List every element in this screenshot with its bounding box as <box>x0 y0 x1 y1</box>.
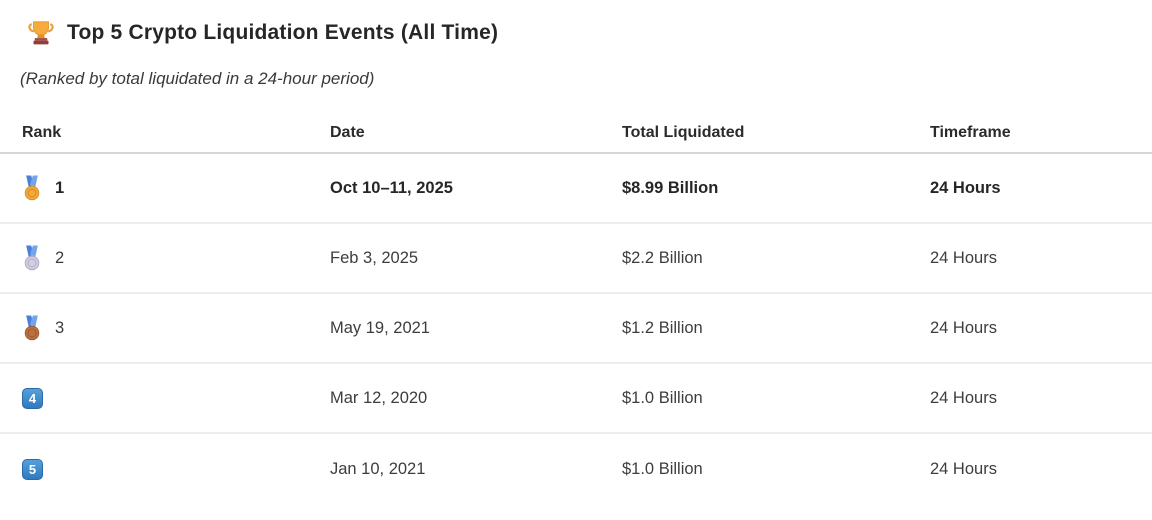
rank-cell: 3 <box>22 315 330 341</box>
total-liquidated-cell: $8.99 Billion <box>622 178 719 197</box>
timeframe-cell: 24 Hours <box>930 248 997 267</box>
column-header-total-liquidated: Total Liquidated <box>622 123 745 141</box>
bronze-medal-icon <box>24 315 40 341</box>
liquidation-table: Rank Date Total Liquidated Timeframe 1 O… <box>0 113 1152 504</box>
page-subtitle: (Ranked by total liquidated in a 24-hour… <box>20 69 375 88</box>
column-header-date: Date <box>330 123 365 141</box>
column-header-timeframe: Timeframe <box>930 123 1011 141</box>
table-row: 2 Feb 3, 2025 $2.2 Billion 24 Hours <box>0 224 1152 294</box>
rank-number: 1 <box>55 178 65 197</box>
page-title: Top 5 Crypto Liquidation Events (All Tim… <box>67 21 499 44</box>
total-liquidated-cell: $1.2 Billion <box>622 318 703 337</box>
date-cell: Mar 12, 2020 <box>330 388 428 407</box>
rank-cell: 4 <box>22 387 330 409</box>
gold-medal-icon <box>24 175 40 201</box>
timeframe-cell: 24 Hours <box>930 318 997 337</box>
date-cell: Feb 3, 2025 <box>330 248 419 267</box>
table-row: 3 May 19, 2021 $1.2 Billion 24 Hours <box>0 294 1152 364</box>
keycap-4-icon: 4 <box>22 387 43 409</box>
table-row: 1 Oct 10–11, 2025 $8.99 Billion 24 Hours <box>0 154 1152 224</box>
rank-number: 2 <box>55 248 65 267</box>
keycap-5-icon: 5 <box>22 458 43 480</box>
column-header-rank: Rank <box>22 123 62 141</box>
rank-cell: 5 <box>22 458 330 480</box>
rank-cell: 2 <box>22 245 330 271</box>
timeframe-cell: 24 Hours <box>930 459 997 478</box>
silver-medal-icon <box>24 245 40 271</box>
rank-number: 3 <box>55 318 65 337</box>
total-liquidated-cell: $1.0 Billion <box>622 459 703 478</box>
table-row: 5 Jan 10, 2021 $1.0 Billion 24 Hours <box>0 434 1152 504</box>
timeframe-cell: 24 Hours <box>930 388 997 407</box>
total-liquidated-cell: $2.2 Billion <box>622 248 703 267</box>
date-cell: Oct 10–11, 2025 <box>330 178 453 197</box>
date-cell: May 19, 2021 <box>330 318 430 337</box>
table-header-row: Rank Date Total Liquidated Timeframe <box>0 113 1152 154</box>
date-cell: Jan 10, 2021 <box>330 459 426 478</box>
rank-cell: 1 <box>22 175 330 201</box>
trophy-icon <box>28 20 54 44</box>
timeframe-cell: 24 Hours <box>930 178 1001 197</box>
table-row: 4 Mar 12, 2020 $1.0 Billion 24 Hours <box>0 364 1152 434</box>
total-liquidated-cell: $1.0 Billion <box>622 388 703 407</box>
page-header: Top 5 Crypto Liquidation Events (All Tim… <box>26 16 1152 50</box>
